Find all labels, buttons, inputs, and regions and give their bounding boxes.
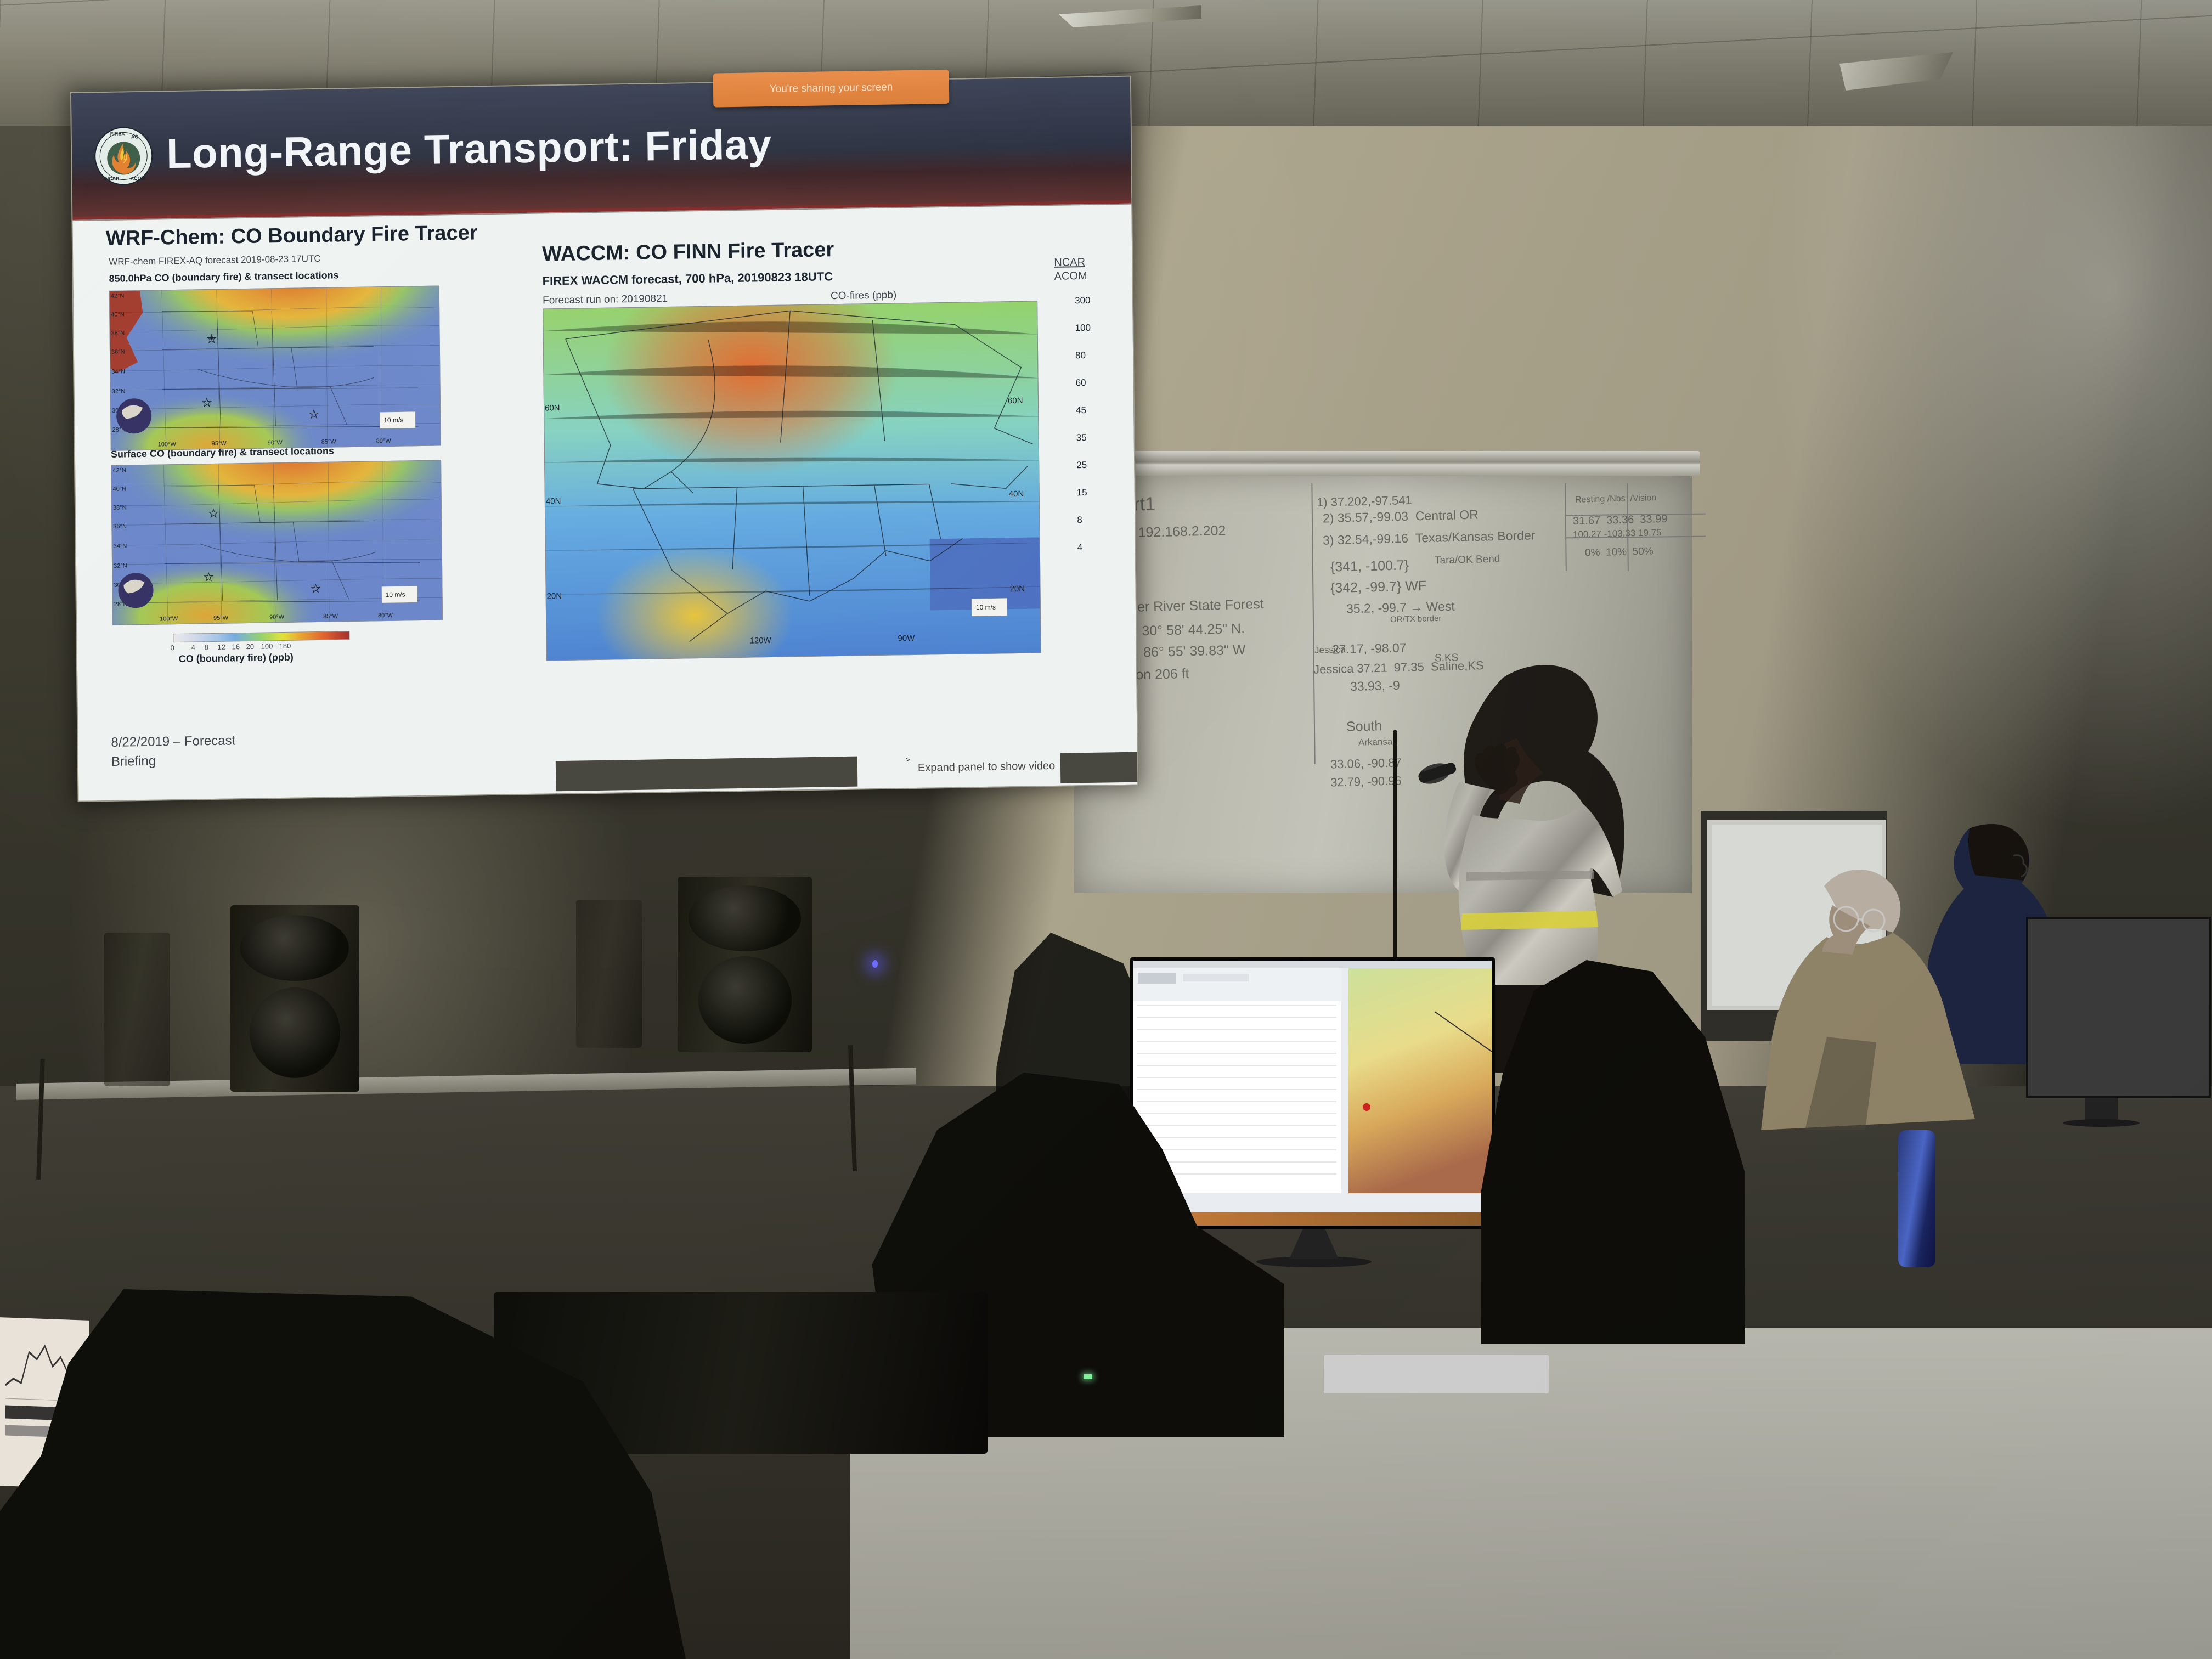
svg-text:10 m/s: 10 m/s bbox=[386, 591, 405, 599]
svg-text:20N: 20N bbox=[1009, 584, 1025, 594]
svg-text:40°N: 40°N bbox=[113, 486, 127, 492]
svg-text:36°N: 36°N bbox=[113, 523, 127, 529]
svg-text:90W: 90W bbox=[898, 634, 915, 643]
svg-text:ACOM: ACOM bbox=[131, 176, 146, 181]
svg-text:40N: 40N bbox=[1009, 489, 1024, 499]
svg-text:80°W: 80°W bbox=[378, 612, 393, 619]
svg-text:38°N: 38°N bbox=[113, 504, 127, 511]
svg-text:95°W: 95°W bbox=[213, 615, 229, 622]
svg-text:60N: 60N bbox=[545, 403, 560, 413]
svg-text:90°W: 90°W bbox=[268, 439, 283, 446]
svg-text:100°W: 100°W bbox=[158, 441, 177, 448]
svg-text:85°W: 85°W bbox=[321, 438, 337, 445]
svg-text:36°N: 36°N bbox=[111, 348, 125, 355]
svg-text:10 m/s: 10 m/s bbox=[383, 416, 403, 425]
svg-text:42°N: 42°N bbox=[112, 467, 126, 473]
svg-text:20N: 20N bbox=[547, 591, 562, 601]
svg-text:32°N: 32°N bbox=[114, 562, 127, 569]
svg-text:80°W: 80°W bbox=[376, 438, 392, 444]
svg-text:32°N: 32°N bbox=[112, 388, 126, 394]
svg-text:FIREX: FIREX bbox=[110, 131, 125, 136]
svg-text:NCAR: NCAR bbox=[105, 176, 120, 182]
svg-text:95°W: 95°W bbox=[212, 441, 227, 447]
svg-text:40°N: 40°N bbox=[111, 311, 125, 318]
svg-text:34°N: 34°N bbox=[114, 543, 127, 549]
svg-text:AQ: AQ bbox=[131, 134, 139, 139]
svg-text:40N: 40N bbox=[546, 496, 561, 506]
svg-text:42°N: 42°N bbox=[111, 292, 125, 299]
svg-text:120W: 120W bbox=[749, 636, 771, 646]
svg-text:85°W: 85°W bbox=[323, 613, 338, 619]
svg-text:90°W: 90°W bbox=[269, 614, 285, 620]
svg-text:38°N: 38°N bbox=[111, 330, 125, 336]
svg-text:100°W: 100°W bbox=[160, 616, 178, 623]
svg-text:60N: 60N bbox=[1008, 396, 1023, 405]
svg-text:10 m/s: 10 m/s bbox=[976, 603, 996, 612]
svg-text:34°N: 34°N bbox=[111, 368, 125, 375]
